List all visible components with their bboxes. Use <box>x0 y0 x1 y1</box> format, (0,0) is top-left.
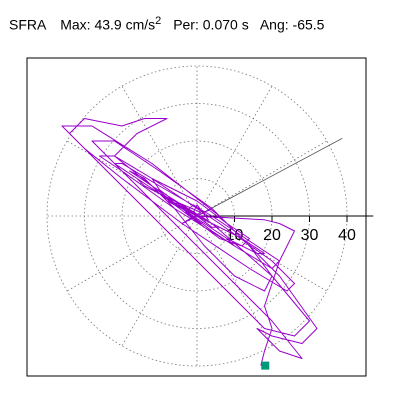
radial-tick-label: 40 <box>338 227 356 244</box>
grid-spoke <box>121 85 198 217</box>
grid-spoke <box>196 215 328 292</box>
plot-frame <box>26 57 367 377</box>
motion-trace <box>61 118 318 366</box>
radial-tick-label: 30 <box>301 227 319 244</box>
max-point-marker <box>261 361 270 370</box>
max-label: Max: <box>60 16 91 33</box>
max-value: 43.9 <box>94 16 122 33</box>
radial-axis: 10 20 30 40 <box>196 138 374 244</box>
grid-spoke <box>196 140 328 217</box>
period-value: 0.070 s <box>202 16 249 33</box>
trace-layer <box>61 118 318 370</box>
station-code: SFRA <box>9 16 47 33</box>
max-unit-exponent: 2 <box>155 15 162 27</box>
angle-value: -65.5 <box>292 16 325 33</box>
max-unit: cm/s <box>125 16 156 33</box>
grid-spoke <box>196 85 273 217</box>
grid-spoke <box>121 215 198 347</box>
grid-spoke <box>196 215 273 347</box>
grid-spoke <box>66 215 198 292</box>
radial-tick-label: 20 <box>263 227 281 244</box>
chart-header: SFRA Max: 43.9 cm/s2 Per: 0.070 s Ang: -… <box>9 15 324 33</box>
angle-label: Ang: <box>259 16 289 33</box>
period-label: Per: <box>173 16 199 33</box>
max-direction-line <box>196 138 343 217</box>
